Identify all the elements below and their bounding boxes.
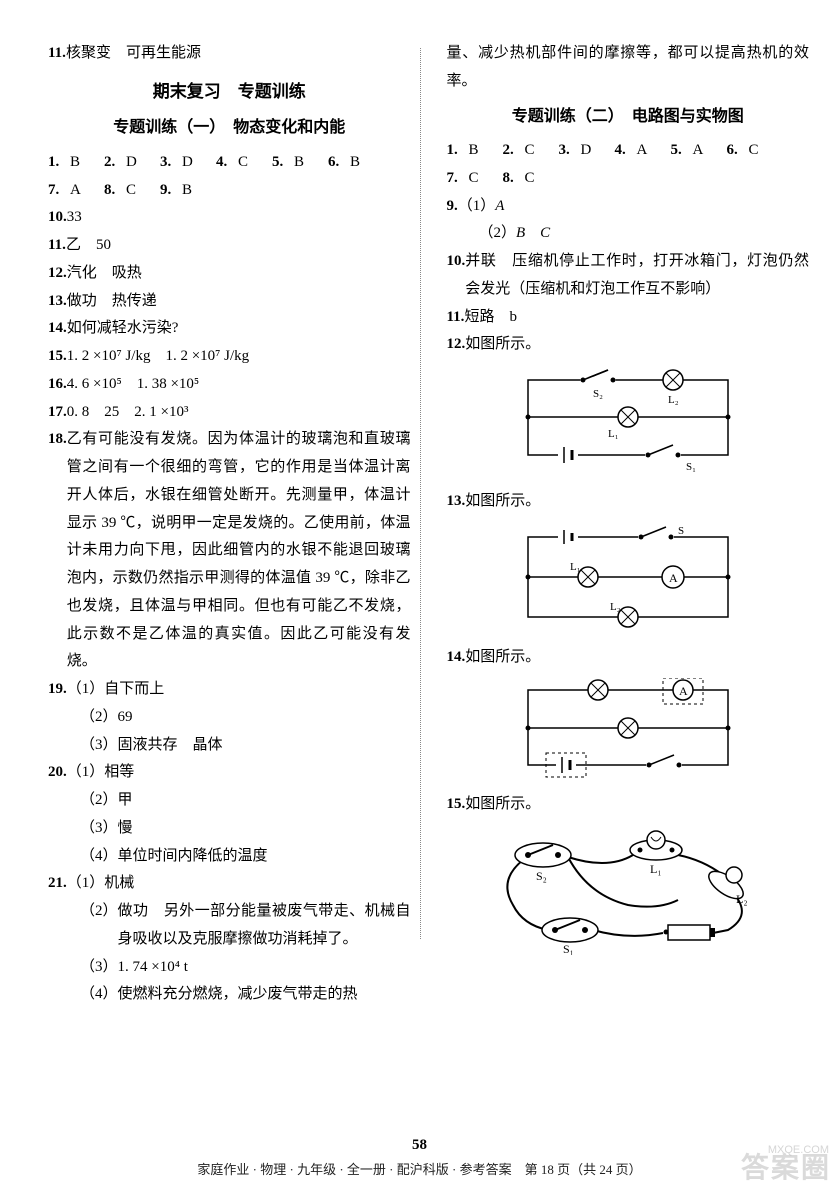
q16: 16.4. 6 ×10⁵ 1. 38 ×10⁵ (48, 371, 411, 399)
qnum: 11. (48, 40, 66, 68)
mc-row-2: 7.A 8.C 9.B (48, 177, 411, 205)
q15: 15.1. 2 ×10⁷ J/kg 1. 2 ×10⁷ J/kg (48, 343, 411, 371)
q20: 20.（1）相等 (48, 759, 411, 787)
svg-text:S₁: S₁ (563, 942, 574, 955)
q20-4: （4）单位时间内降低的温度 (48, 843, 411, 871)
main-title: 期末复习 专题训练 (48, 76, 411, 107)
svg-text:L₂: L₂ (610, 601, 621, 613)
svg-text:S₂: S₂ (593, 388, 603, 400)
page-number: 58 (0, 1132, 839, 1160)
sub-title-2: 专题训练（二） 电路图与实物图 (447, 102, 810, 132)
q19: 19.（1）自下而上 (48, 676, 411, 704)
q13r: 13.如图所示。 (447, 488, 810, 516)
q9-2: （2）B C (447, 220, 810, 248)
q9: 9.（1）A (447, 193, 810, 221)
left-column: 11. 核聚变 可再生能源 期末复习 专题训练 专题训练（一） 物态变化和内能 … (48, 40, 429, 1009)
q12r: 12.如图所示。 (447, 331, 810, 359)
svg-text:S: S (678, 525, 684, 537)
q14r: 14.如图所示。 (447, 644, 810, 672)
right-column: 量、减少热机部件间的摩擦等，都可以提高热机的效率。 专题训练（二） 电路图与实物… (429, 40, 810, 1009)
circuit-diagram-14: A (447, 678, 810, 789)
column-divider (420, 48, 421, 939)
q21: 21.（1）机械 (48, 870, 411, 898)
cont-text: 量、减少热机部件间的摩擦等，都可以提高热机的效率。 (447, 40, 810, 96)
q11r: 11.短路 b (447, 304, 810, 332)
q21-2: （2）做功 另外一部分能量被废气带走、机械自身吸收以及克服摩擦做功消耗掉了。 (48, 898, 411, 954)
left-q11-pre: 11. 核聚变 可再生能源 (48, 40, 411, 68)
svg-text:A: A (679, 684, 688, 698)
circuit-diagram-15: S₂ L₁ L₂ S₁ (447, 825, 810, 966)
footer-text: 家庭作业 · 物理 · 九年级 · 全一册 · 配沪科版 · 参考答案 第 18… (0, 1158, 839, 1182)
svg-text:S₁: S₁ (686, 461, 696, 473)
svg-text:A: A (669, 571, 678, 585)
svg-text:L₂: L₂ (736, 892, 748, 906)
circuit-diagram-12: S₂ L₂ L₁ S₁ (447, 365, 810, 486)
qtext: 核聚变 可再生能源 (66, 40, 411, 68)
svg-text:L₂: L₂ (668, 394, 679, 406)
q17: 17.0. 8 25 2. 1 ×10³ (48, 399, 411, 427)
page: 11. 核聚变 可再生能源 期末复习 专题训练 专题训练（一） 物态变化和内能 … (0, 0, 839, 1019)
q11: 11.乙 50 (48, 232, 411, 260)
mc-r-row-1: 1.B 2.C 3.D 4.A 5.A 6.C (447, 137, 810, 165)
q20-3: （3）慢 (48, 815, 411, 843)
q18: 18.乙有可能没有发烧。因为体温计的玻璃泡和直玻璃管之间有一个很细的弯管，它的作… (48, 426, 411, 676)
q21-4: （4）使燃料充分燃烧，减少废气带走的热 (48, 981, 411, 1009)
q20-2: （2）甲 (48, 787, 411, 815)
sub-title-1: 专题训练（一） 物态变化和内能 (48, 113, 411, 143)
mc-r-row-2: 7.C 8.C (447, 165, 810, 193)
q13: 13.做功 热传递 (48, 288, 411, 316)
mc-row-1: 1.B 2.D 3.D 4.C 5.B 6.B (48, 149, 411, 177)
q12: 12.汽化 吸热 (48, 260, 411, 288)
circuit-diagram-13: S L₁ A L₂ (447, 522, 810, 643)
q19-2: （2）69 (48, 704, 411, 732)
watermark-text: 答案圈 (741, 1142, 831, 1194)
svg-text:L₁: L₁ (570, 561, 581, 573)
q10: 10.33 (48, 204, 411, 232)
svg-text:S₂: S₂ (536, 869, 547, 883)
svg-text:L₁: L₁ (608, 428, 619, 440)
q21-3: （3）1. 74 ×10⁴ t (48, 954, 411, 982)
q15r: 15.如图所示。 (447, 791, 810, 819)
q14: 14.如何减轻水污染? (48, 315, 411, 343)
q10r: 10.并联 压缩机停止工作时，打开冰箱门，灯泡仍然会发光（压缩机和灯泡工作互不影… (447, 248, 810, 304)
q19-3: （3）固液共存 晶体 (48, 732, 411, 760)
svg-text:L₁: L₁ (650, 862, 662, 876)
